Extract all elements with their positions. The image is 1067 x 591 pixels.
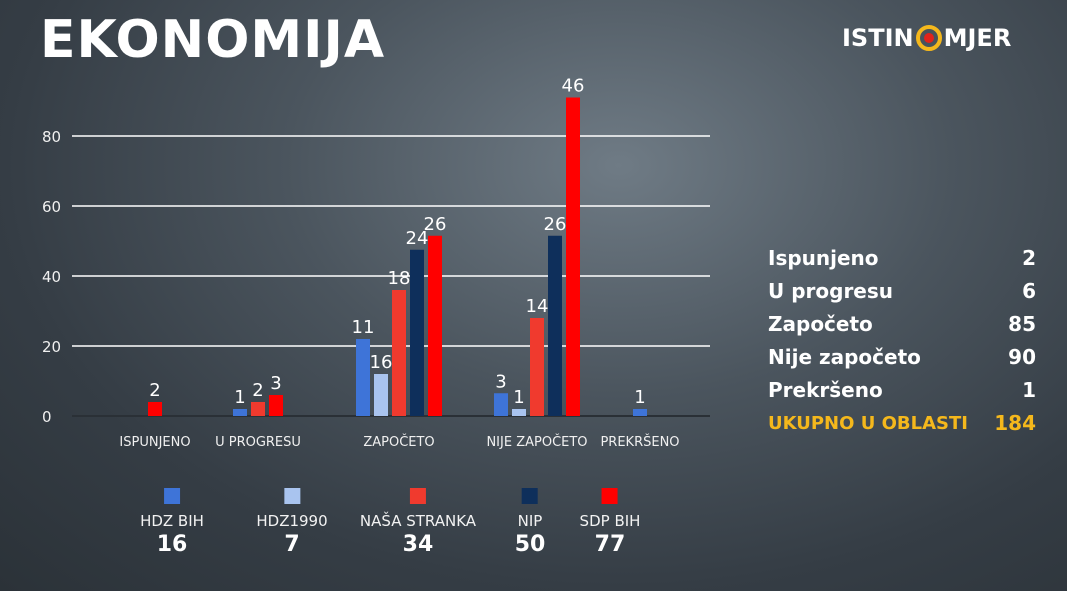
logo-text-right: MJER (943, 24, 1012, 52)
data-label: 11 (352, 317, 375, 338)
bar (512, 409, 526, 416)
summary-label: Prekršeno (768, 378, 883, 402)
y-tick-label: 60 (42, 198, 61, 216)
summary-total-value: 184 (994, 411, 1036, 435)
bar (269, 395, 283, 416)
page-title: EKONOMIJA (40, 10, 386, 70)
legend-item: HDZ1990 7 (256, 488, 328, 557)
bar (356, 339, 370, 416)
legend-item: HDZ BIH 16 (140, 488, 204, 557)
logo-ring-icon (915, 25, 942, 51)
bar (233, 409, 247, 416)
legend-swatch (409, 488, 426, 504)
istinomjer-logo: ISTIN MJER (842, 24, 1011, 52)
bar (410, 249, 424, 416)
summary-total-label: UKUPNO U OBLASTI (768, 413, 968, 434)
summary-panel: Ispunjeno 2 U progresu 6 Započeto 85 Nij… (768, 242, 1036, 440)
legend-swatch (522, 488, 538, 504)
logo-text-left: ISTIN (842, 24, 914, 52)
summary-label: Nije započeto (768, 345, 921, 369)
summary-label: Započeto (768, 312, 873, 336)
summary-total-row: UKUPNO U OBLASTI 184 (768, 407, 1036, 440)
legend-series-name: NAŠA STRANKA (359, 512, 477, 530)
summary-row: Započeto 85 (768, 308, 1036, 341)
legend-swatch (284, 488, 300, 504)
summary-label: U progresu (768, 279, 894, 303)
summary-value: 85 (1008, 312, 1036, 336)
legend-series-total: 7 (284, 532, 300, 557)
summary-label: Ispunjeno (768, 246, 879, 270)
legend-series-total: 77 (594, 532, 626, 557)
y-tick-label: 40 (42, 268, 61, 286)
bar (374, 374, 388, 416)
bar (392, 290, 406, 416)
legend-series-total: 16 (156, 532, 188, 557)
legend-item: NAŠA STRANKA 34 (360, 488, 476, 557)
legend-item: NIP 50 (514, 488, 546, 557)
summary-row: Prekršeno 1 (768, 374, 1036, 407)
legend-swatch (601, 488, 618, 504)
legend-series-total: 34 (402, 532, 434, 557)
summary-value: 90 (1008, 345, 1036, 369)
summary-row: U progresu 6 (768, 275, 1036, 308)
chart-legend: HDZ BIH 16 HDZ1990 7 NAŠA STRANKA 34 NIP 50 SDP … (0, 488, 720, 568)
data-label: 26 (424, 214, 447, 235)
legend-series-name: HDZ BIH (140, 512, 204, 530)
legend-series-name: SDP BIH (579, 512, 641, 530)
summary-value: 2 (1022, 246, 1036, 270)
x-tick-label: ZAPOČETO (363, 434, 434, 450)
legend-series-name: HDZ1990 (256, 512, 328, 530)
legend-item: SDP BIH 77 (579, 488, 641, 557)
data-label: 1 (634, 387, 645, 408)
data-label: 18 (388, 268, 411, 289)
x-tick-label: PREKRŠENO (600, 434, 679, 450)
data-label: 46 (562, 76, 585, 97)
data-label: 16 (370, 352, 393, 373)
data-label: 26 (544, 214, 567, 235)
bar (530, 318, 544, 416)
summary-row: Ispunjeno 2 (768, 242, 1036, 275)
x-tick-label: ISPUNJENO (119, 435, 190, 450)
x-tick-label: U PROGRESU (215, 435, 301, 450)
bar (494, 393, 508, 416)
bar (633, 409, 647, 416)
legend-series-name: NIP (517, 512, 543, 530)
y-tick-label: 80 (42, 128, 61, 146)
summary-value: 6 (1022, 279, 1036, 303)
data-label: 3 (270, 373, 281, 394)
data-label: 3 (495, 371, 506, 392)
y-tick-label: 0 (42, 408, 52, 426)
legend-series-total: 50 (514, 532, 546, 557)
summary-row: Nije započeto 90 (768, 341, 1036, 374)
data-label: 24 (406, 228, 429, 249)
y-tick-label: 20 (42, 338, 61, 356)
data-label: 2 (149, 380, 160, 401)
bar (428, 235, 442, 416)
bar (566, 97, 580, 416)
x-tick-label: NIJE ZAPOČETO (486, 434, 587, 450)
data-label: 1 (513, 387, 524, 408)
data-label: 14 (526, 296, 549, 317)
summary-value: 1 (1022, 378, 1036, 402)
bar (251, 402, 265, 416)
bar (548, 235, 562, 416)
data-label: 2 (252, 380, 263, 401)
data-label: 1 (234, 387, 245, 408)
legend-swatch (164, 488, 180, 504)
bar (148, 402, 162, 416)
